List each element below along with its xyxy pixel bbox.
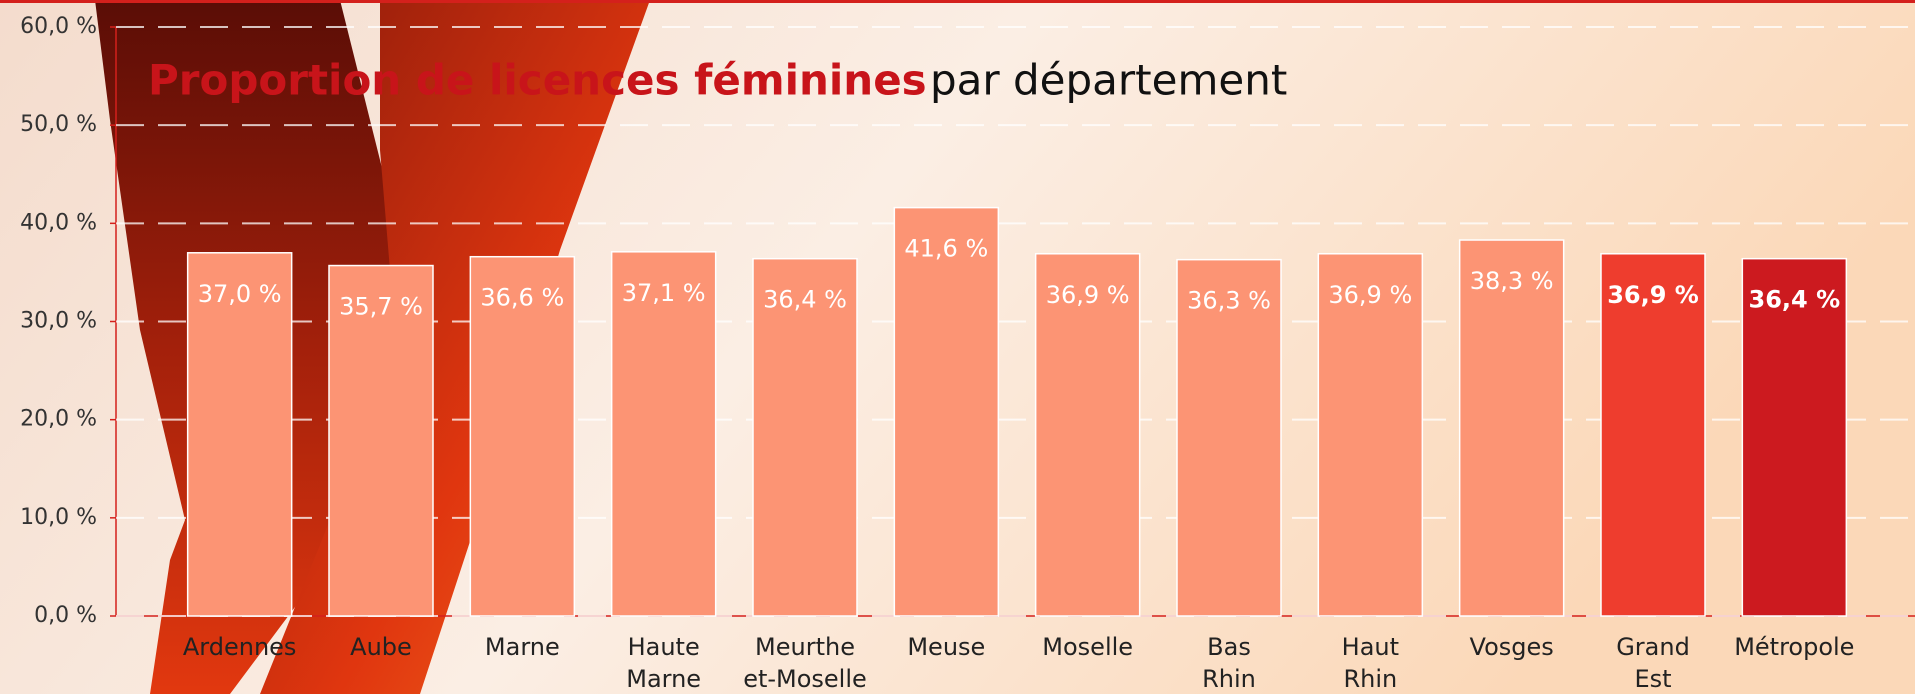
value-label: 36,3 % <box>1187 287 1271 315</box>
x-tick-label: Rhin <box>1202 665 1256 693</box>
x-tick-label: Haute <box>628 633 700 661</box>
value-label: 35,7 % <box>339 293 423 321</box>
value-label: 36,6 % <box>480 284 564 312</box>
value-label: 37,1 % <box>622 279 706 307</box>
x-tick-label: Aube <box>350 633 412 661</box>
x-tick-label: Meurthe <box>755 633 855 661</box>
value-label: 41,6 % <box>904 235 988 263</box>
value-label: 36,4 % <box>763 286 847 314</box>
x-tick-label: Marne <box>626 665 701 693</box>
y-tick-label: 10,0 % <box>20 505 97 530</box>
x-tick-label: Vosges <box>1470 633 1554 661</box>
x-tick-label: Moselle <box>1042 633 1133 661</box>
bar <box>1460 240 1564 616</box>
value-label: 36,9 % <box>1607 281 1699 309</box>
y-tick-label: 60,0 % <box>20 14 97 39</box>
y-tick-label: 20,0 % <box>20 407 97 432</box>
value-label: 36,9 % <box>1046 281 1130 309</box>
chart-subtitle: par département <box>930 56 1287 105</box>
value-label: 36,9 % <box>1328 281 1412 309</box>
bar <box>894 208 998 616</box>
y-tick-label: 0,0 % <box>34 603 97 628</box>
x-tick-label: Rhin <box>1343 665 1397 693</box>
x-tick-label: Bas <box>1207 633 1251 661</box>
y-tick-label: 30,0 % <box>20 309 97 334</box>
x-tick-label: Marne <box>485 633 560 661</box>
x-tick-label: et-Moselle <box>743 665 867 693</box>
y-tick-label: 40,0 % <box>20 210 97 235</box>
value-label: 37,0 % <box>198 280 282 308</box>
x-tick-label: Meuse <box>907 633 985 661</box>
x-tick-label: Métropole <box>1734 633 1854 661</box>
value-label: 36,4 % <box>1749 286 1841 314</box>
x-tick-label: Ardennes <box>183 633 297 661</box>
value-label: 38,3 % <box>1470 267 1554 295</box>
x-tick-label: Grand <box>1616 633 1690 661</box>
chart-title: Proportion de licences féminines <box>148 56 927 105</box>
x-tick-label: Haut <box>1342 633 1399 661</box>
top-border <box>0 0 1915 3</box>
x-tick-label: Est <box>1634 665 1671 693</box>
y-tick-label: 50,0 % <box>20 112 97 137</box>
chart: 0,0 % 10,0 % 20,0 % 30,0 % 40,0 % 50,0 % 60,0 … <box>0 0 1915 694</box>
